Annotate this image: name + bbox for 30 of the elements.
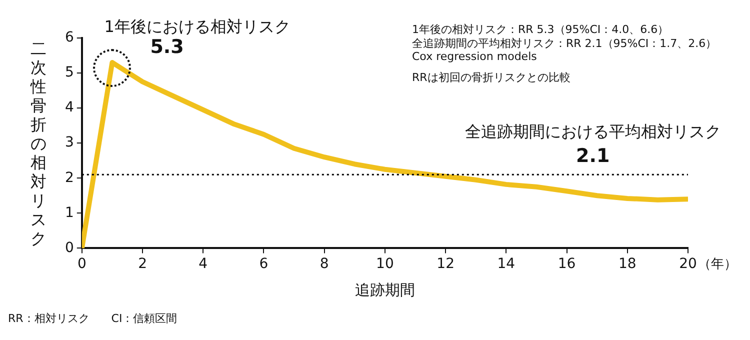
y-tick-label: 3 [64, 134, 74, 151]
y-tick-label: 6 [64, 30, 74, 46]
x-tick-label: 18 [618, 256, 636, 272]
text: （年） [698, 256, 737, 274]
y-tick-label: 1 [64, 204, 74, 221]
y-tick-label: 4 [64, 100, 74, 116]
x-tick-label: 4 [198, 256, 208, 272]
x-tick-label: 10 [376, 256, 394, 272]
text: 1年後の相対リスク：RR 5.3（95%CI：4.0、6.6） [412, 22, 669, 37]
x-tick-label: 12 [436, 256, 454, 272]
x-tick-label: 8 [320, 256, 329, 272]
y-tick-label: 0 [64, 240, 74, 256]
annotation: RRは初回の骨折リスクとの比較 [412, 70, 570, 85]
x-tick-label: 6 [259, 256, 268, 272]
y-tick-label: 5 [64, 64, 74, 81]
annotation: 全追跡期間の平均相対リスク：RR 2.1（95%CI：1.7、2.6） [412, 36, 717, 51]
x-tick-label: 0 [77, 256, 86, 272]
annotation: 5.3 [150, 36, 184, 58]
ref-line-label: 全追跡期間における平均相対リスク [465, 122, 721, 143]
x-tick-label: 14 [497, 256, 516, 272]
annotation: 2.1 [576, 144, 610, 167]
text: 二次性骨折の相対リスク [30, 38, 46, 248]
annotation: Cox regression models [412, 50, 537, 63]
y-tick-label: 2 [64, 170, 74, 186]
x-tick-label: 20 [679, 256, 697, 272]
x-axis-title: 追跡期間 [354, 280, 415, 299]
x-tick-label: 2 [138, 256, 147, 272]
x-tick-label: 16 [558, 256, 576, 272]
annotation: 1年後における相対リスク [104, 16, 290, 38]
text: RR：相対リスク CI：信頼区間 [8, 311, 178, 326]
